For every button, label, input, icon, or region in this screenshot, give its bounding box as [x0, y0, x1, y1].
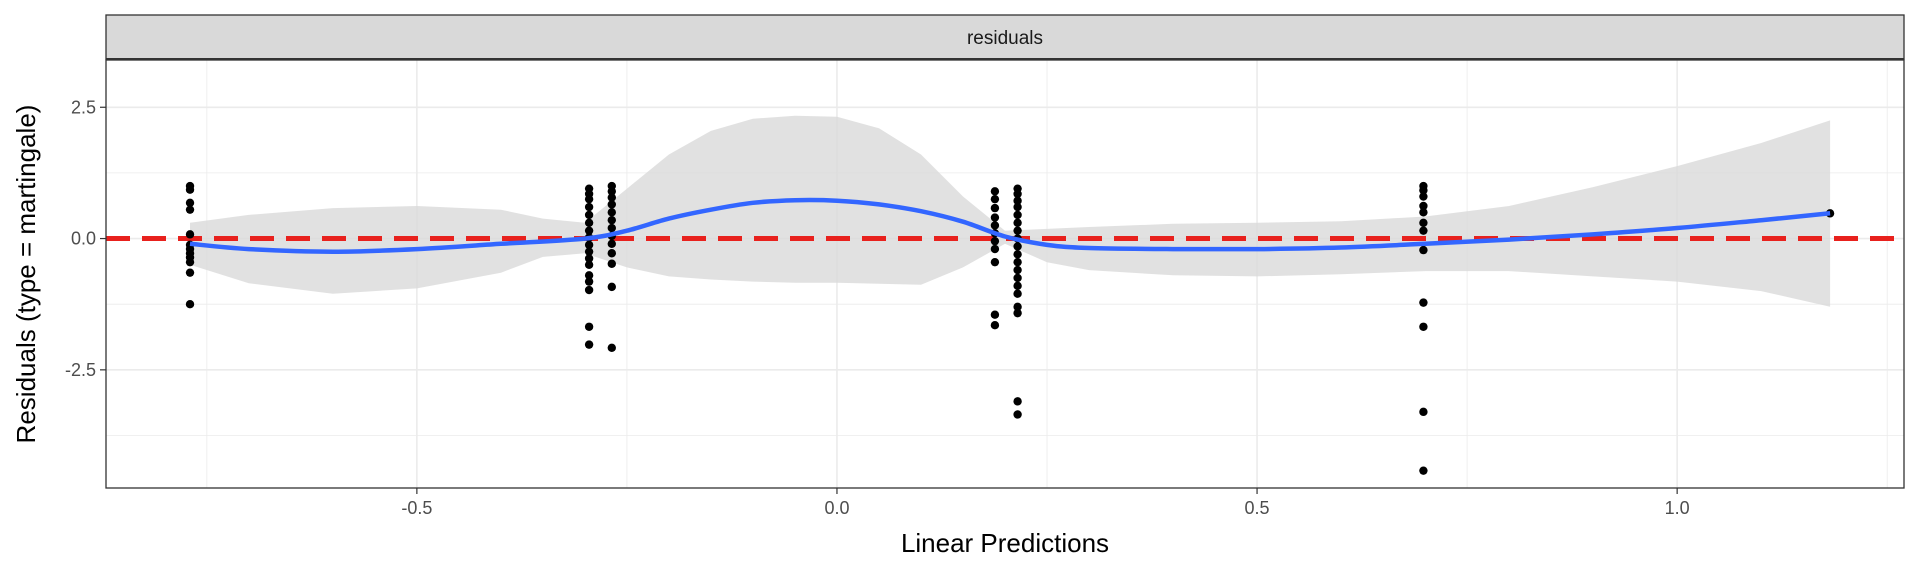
x-tick-label: 0.0: [824, 498, 849, 518]
residual-point: [607, 187, 616, 196]
residual-point: [584, 210, 594, 220]
residual-point: [185, 230, 195, 239]
residual-point: [1013, 226, 1022, 235]
residual-point: [1013, 250, 1022, 259]
y-axis-ticks: 2.5 0.0 -2.5: [65, 97, 106, 380]
residual-point: [990, 213, 1000, 222]
residual-point: [1013, 289, 1022, 298]
x-tick-label: -0.5: [401, 498, 432, 518]
residual-point: [1013, 308, 1022, 318]
residual-point: [1419, 298, 1428, 307]
x-tick-label: 1.0: [1665, 498, 1690, 518]
residual-point: [584, 194, 594, 204]
residual-point: [584, 260, 594, 270]
residual-point: [584, 226, 594, 235]
residual-point: [584, 277, 594, 286]
residual-point: [584, 247, 594, 256]
residual-point: [1419, 218, 1428, 227]
y-tick-label: -2.5: [65, 360, 96, 380]
residual-point: [584, 271, 594, 280]
y-axis-title: Residuals (type = martingale): [11, 105, 41, 444]
residual-point: [1013, 257, 1022, 267]
residual-point: [990, 321, 1000, 330]
residual-point: [1419, 245, 1428, 255]
residual-point: [990, 244, 1000, 254]
residual-point: [1419, 407, 1428, 417]
residual-point: [1013, 302, 1022, 312]
y-tick-label: 2.5: [71, 97, 96, 117]
residual-point: [990, 194, 1000, 204]
residual-point: [1013, 202, 1022, 212]
smooth-trend-line: [189, 197, 1831, 254]
residual-point: [990, 203, 1000, 213]
residual-point: [607, 282, 616, 292]
residual-point: [990, 257, 1000, 267]
residual-point: [607, 200, 616, 209]
residual-point: [584, 340, 594, 349]
residual-point: [584, 240, 594, 250]
facet-label: residuals: [967, 28, 1043, 49]
residual-point: [1013, 189, 1022, 199]
residual-point: [1013, 410, 1022, 419]
x-axis-title: Linear Predictions: [901, 528, 1109, 558]
residual-point: [185, 299, 195, 309]
residual-point: [990, 236, 1000, 246]
residual-point: [584, 322, 594, 331]
residual-point: [1013, 273, 1022, 283]
residual-point: [607, 259, 616, 268]
grid-lines: [106, 60, 1904, 488]
residual-point: [607, 193, 616, 202]
residual-point: [185, 268, 195, 277]
residual-point: [1013, 196, 1022, 205]
residual-point: [185, 257, 195, 267]
residual-point: [607, 208, 616, 217]
facet-strip: [105, 14, 1905, 60]
residual-point: [1013, 242, 1022, 251]
residual-point: [584, 285, 594, 295]
residual-point: [584, 254, 594, 263]
residual-point: [1419, 226, 1428, 235]
residual-point: [607, 223, 616, 233]
residual-point: [185, 185, 195, 194]
residual-point: [584, 202, 594, 212]
residual-point: [607, 239, 616, 249]
residual-point: [1013, 210, 1022, 220]
confidence-band: [190, 115, 1831, 307]
residual-point: [990, 310, 1000, 319]
residual-point: [1013, 281, 1022, 291]
residual-point: [1419, 201, 1428, 211]
residual-point: [1419, 322, 1428, 331]
residual-point: [607, 249, 616, 258]
residual-point: [607, 343, 616, 352]
residual-point: [607, 215, 616, 225]
residual-point: [185, 198, 195, 208]
residual-point: [1013, 218, 1022, 227]
residual-point: [584, 218, 594, 227]
x-tick-label: 0.5: [1245, 498, 1270, 518]
residual-point: [1419, 466, 1428, 475]
residual-point: [1419, 186, 1428, 195]
residual-point: [1419, 208, 1428, 217]
x-axis-ticks: -0.5 0.0 0.5 1.0: [401, 488, 1690, 518]
residual-point: [990, 221, 1000, 230]
residual-point: [990, 187, 1000, 196]
residual-point: [1013, 397, 1022, 406]
y-tick-label: 0.0: [71, 229, 96, 249]
residual-point: [1419, 192, 1428, 201]
residual-point: [185, 205, 195, 214]
residual-point: [1013, 265, 1022, 275]
